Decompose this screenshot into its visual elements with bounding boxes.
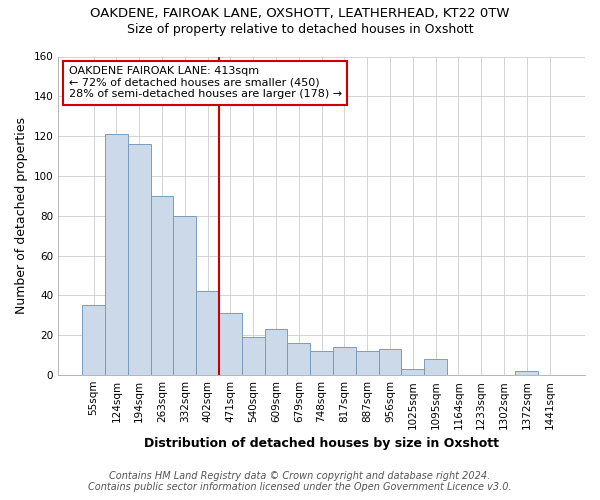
Bar bbox=[333, 347, 356, 375]
Bar bbox=[379, 349, 401, 375]
Y-axis label: Number of detached properties: Number of detached properties bbox=[15, 118, 28, 314]
Bar bbox=[173, 216, 196, 375]
Text: Size of property relative to detached houses in Oxshott: Size of property relative to detached ho… bbox=[127, 22, 473, 36]
Bar bbox=[310, 351, 333, 375]
Text: OAKDENE FAIROAK LANE: 413sqm
← 72% of detached houses are smaller (450)
28% of s: OAKDENE FAIROAK LANE: 413sqm ← 72% of de… bbox=[69, 66, 342, 100]
Bar bbox=[401, 369, 424, 375]
Bar bbox=[242, 337, 265, 375]
Bar bbox=[287, 343, 310, 375]
Bar bbox=[356, 351, 379, 375]
Bar bbox=[424, 359, 447, 375]
Bar bbox=[219, 314, 242, 375]
Bar bbox=[515, 371, 538, 375]
Text: OAKDENE, FAIROAK LANE, OXSHOTT, LEATHERHEAD, KT22 0TW: OAKDENE, FAIROAK LANE, OXSHOTT, LEATHERH… bbox=[90, 8, 510, 20]
Bar bbox=[196, 292, 219, 375]
Bar bbox=[128, 144, 151, 375]
Bar bbox=[151, 196, 173, 375]
Bar bbox=[265, 330, 287, 375]
Bar bbox=[105, 134, 128, 375]
Text: Contains HM Land Registry data © Crown copyright and database right 2024.
Contai: Contains HM Land Registry data © Crown c… bbox=[88, 471, 512, 492]
X-axis label: Distribution of detached houses by size in Oxshott: Distribution of detached houses by size … bbox=[144, 437, 499, 450]
Bar bbox=[82, 306, 105, 375]
